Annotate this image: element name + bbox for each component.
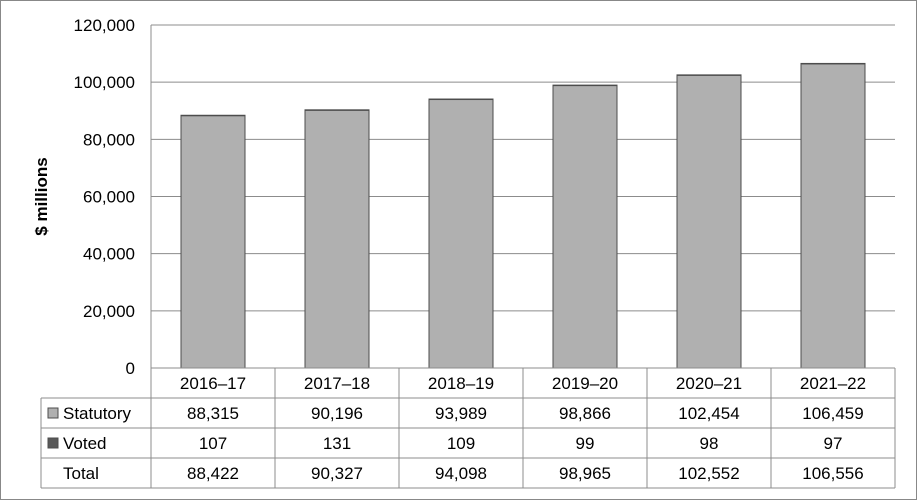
total-value: 98,965 <box>559 464 611 483</box>
series-name: Statutory <box>63 404 132 423</box>
total-value: 94,098 <box>435 464 487 483</box>
y-tick-label: 0 <box>126 359 135 378</box>
bar <box>428 98 494 101</box>
y-tick-label: 80,000 <box>83 130 135 149</box>
total-value: 106,556 <box>802 464 863 483</box>
bar <box>304 109 370 111</box>
y-axis-title: $ millions <box>32 157 51 235</box>
legend-key <box>47 437 59 449</box>
bar <box>800 63 866 369</box>
legend-key <box>47 407 59 419</box>
x-category-label: 2018–19 <box>428 374 494 393</box>
data-value: 88,315 <box>187 404 239 423</box>
x-category-label: 2016–17 <box>180 374 246 393</box>
y-tick-label: 60,000 <box>83 188 135 207</box>
data-value: 102,454 <box>678 404 739 423</box>
bar <box>800 62 866 65</box>
data-value: 90,196 <box>311 404 363 423</box>
data-value: 97 <box>824 434 843 453</box>
x-category-label: 2019–20 <box>552 374 618 393</box>
series-name: Voted <box>63 434 107 453</box>
data-value: 109 <box>447 434 475 453</box>
bar <box>180 115 246 369</box>
y-tick-label: 100,000 <box>74 73 135 92</box>
x-category-label: 2020–21 <box>676 374 742 393</box>
y-tick-label: 40,000 <box>83 245 135 264</box>
bar <box>428 98 494 369</box>
bar <box>676 74 742 76</box>
data-value: 93,989 <box>435 404 487 423</box>
total-row-label: Total <box>63 464 99 483</box>
bar <box>552 84 618 87</box>
bar <box>676 74 742 369</box>
data-value: 98,866 <box>559 404 611 423</box>
x-category-label: 2021–22 <box>800 374 866 393</box>
total-value: 90,327 <box>311 464 363 483</box>
bar <box>304 109 370 369</box>
data-value: 99 <box>576 434 595 453</box>
total-value: 88,422 <box>187 464 239 483</box>
y-tick-label: 20,000 <box>83 302 135 321</box>
total-value: 102,552 <box>678 464 739 483</box>
bar <box>180 114 246 117</box>
x-category-label: 2017–18 <box>304 374 370 393</box>
data-value: 107 <box>199 434 227 453</box>
bar <box>552 84 618 369</box>
y-tick-label: 120,000 <box>74 16 135 35</box>
data-value: 106,459 <box>802 404 863 423</box>
data-value: 98 <box>700 434 719 453</box>
data-value: 131 <box>323 434 351 453</box>
